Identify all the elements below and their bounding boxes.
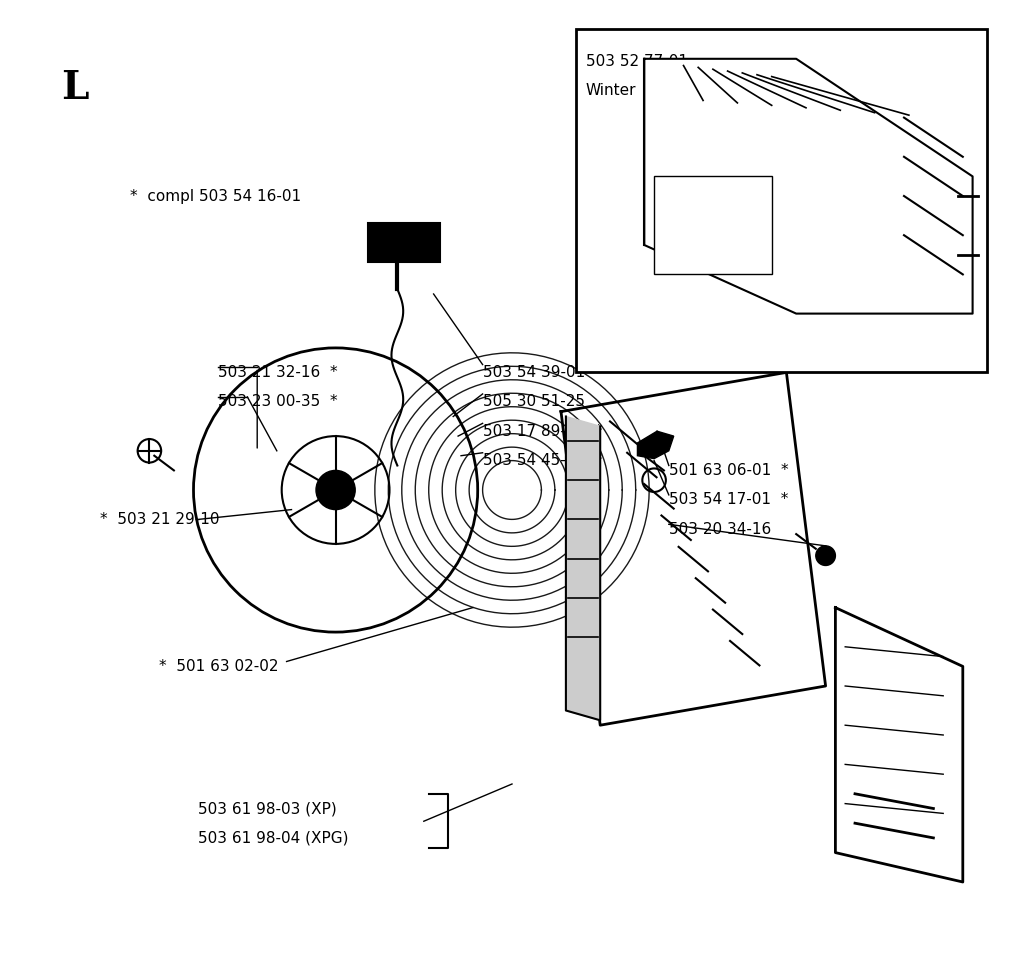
Text: 503 20 34-16: 503 20 34-16 bbox=[669, 521, 771, 537]
Text: *  503 21 29-10: * 503 21 29-10 bbox=[100, 512, 220, 527]
Text: 503 61 98-03 (XP): 503 61 98-03 (XP) bbox=[199, 801, 337, 816]
Text: 505 30 51-25: 505 30 51-25 bbox=[482, 394, 585, 410]
Bar bbox=[575, 29, 987, 372]
Circle shape bbox=[316, 470, 355, 510]
Bar bbox=[654, 176, 772, 274]
Text: 503 21 32-16  *: 503 21 32-16 * bbox=[218, 365, 338, 380]
Polygon shape bbox=[561, 372, 825, 725]
Text: Winter: Winter bbox=[586, 83, 636, 98]
Text: L: L bbox=[61, 69, 89, 107]
Polygon shape bbox=[644, 59, 973, 314]
Text: 503 52 77-01: 503 52 77-01 bbox=[586, 54, 687, 69]
Text: 503 54 45-01  *: 503 54 45-01 * bbox=[482, 453, 602, 468]
FancyBboxPatch shape bbox=[368, 223, 440, 262]
Polygon shape bbox=[836, 608, 963, 882]
Text: 503 23 00-35  *: 503 23 00-35 * bbox=[218, 394, 338, 410]
Text: 503 17 89-02  *: 503 17 89-02 * bbox=[482, 423, 602, 439]
Text: 503 61 98-04 (XPG): 503 61 98-04 (XPG) bbox=[199, 830, 349, 846]
Polygon shape bbox=[637, 431, 674, 459]
Text: 503 54 17-01  *: 503 54 17-01 * bbox=[669, 492, 788, 508]
Circle shape bbox=[816, 546, 836, 565]
Text: 501 63 06-01  *: 501 63 06-01 * bbox=[669, 463, 788, 478]
Text: *  501 63 02-02: * 501 63 02-02 bbox=[159, 659, 279, 674]
Text: 503 54 39-01  *: 503 54 39-01 * bbox=[482, 365, 602, 380]
Polygon shape bbox=[566, 416, 600, 720]
Text: *  compl 503 54 16-01: * compl 503 54 16-01 bbox=[130, 188, 301, 204]
